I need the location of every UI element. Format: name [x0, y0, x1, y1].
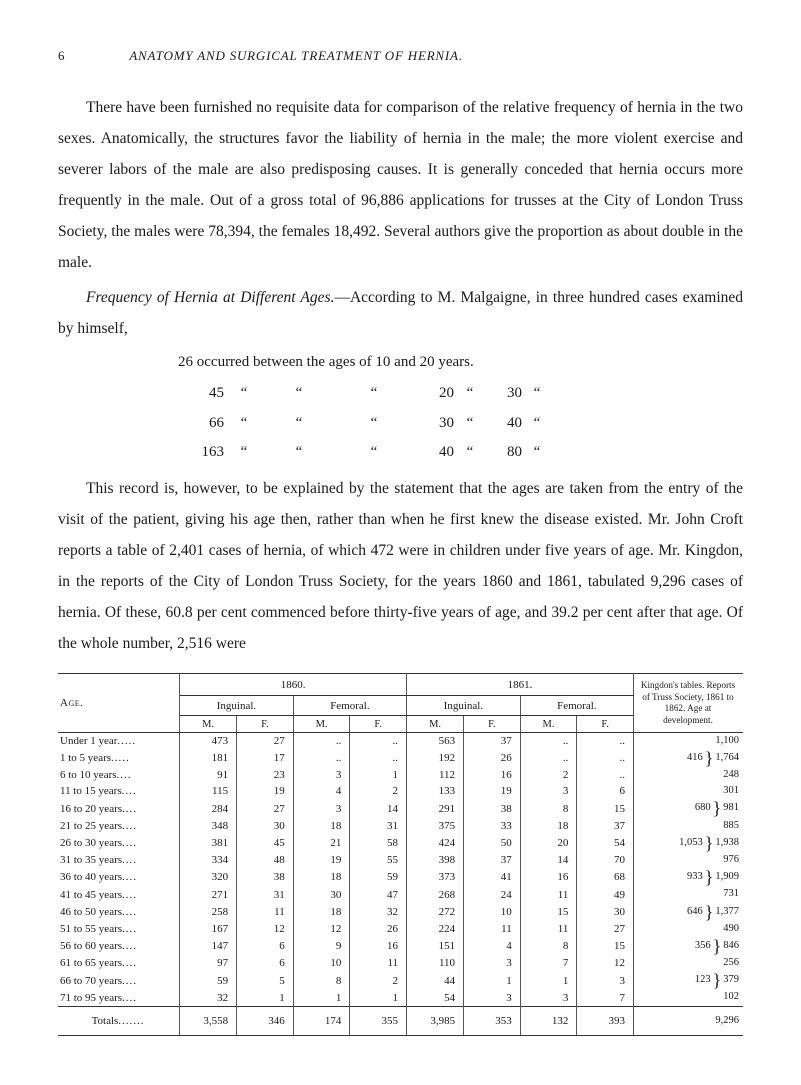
col-m: M.: [520, 716, 577, 733]
table-row: 21 to 25 years....348301831375331837885: [58, 818, 743, 834]
paragraph-1: There have been furnished no requisite d…: [58, 92, 743, 278]
hernia-age-table: Age. 1860. 1861. Kingdon's tables. Repor…: [58, 673, 743, 1036]
col-1861-inguinal: Inguinal.: [407, 696, 521, 716]
table-row: 31 to 35 years....334481955398371470976: [58, 852, 743, 868]
col-age: Age.: [58, 674, 180, 733]
col-f: F.: [577, 716, 634, 733]
col-m: M.: [293, 716, 350, 733]
table-row: Under 1 year.....47327....56337....1,100: [58, 733, 743, 750]
totals-c0: 3,558: [180, 1006, 237, 1035]
totals-label: Totals.......: [58, 1006, 180, 1035]
col-1860-femoral: Femoral.: [293, 696, 406, 716]
occurrence-row: 66“““30“40“: [178, 409, 743, 438]
col-f: F.: [350, 716, 407, 733]
col-f: F.: [237, 716, 294, 733]
occurrence-row: 163“““40“80“: [178, 438, 743, 467]
totals-c1: 346: [237, 1006, 294, 1035]
totals-c5: 353: [464, 1006, 521, 1035]
table-row: 61 to 65 years....97610111103712256: [58, 955, 743, 971]
table-row: 46 to 50 years....258111832272101530646}…: [58, 903, 743, 921]
totals-c6: 132: [520, 1006, 577, 1035]
table-row: 11 to 15 years....11519421331936301: [58, 783, 743, 799]
table-row: 1 to 5 years.....18117....19226....416}1…: [58, 749, 743, 767]
table-row: 6 to 10 years....912331112162..248: [58, 767, 743, 783]
table-row: 66 to 70 years....5958244113123}379: [58, 971, 743, 989]
col-1861: 1861.: [407, 674, 634, 696]
col-m: M.: [407, 716, 464, 733]
page-header: 6 ANATOMY AND SURGICAL TREATMENT OF HERN…: [58, 48, 743, 64]
totals-k: 9,296: [633, 1006, 743, 1035]
col-1861-femoral: Femoral.: [520, 696, 633, 716]
col-1860: 1860.: [180, 674, 407, 696]
page-number: 6: [58, 48, 65, 64]
occurrence-row: 45“““20“30“: [178, 379, 743, 408]
totals-c7: 393: [577, 1006, 634, 1035]
table-row: 16 to 20 years....2842731429138815680}98…: [58, 799, 743, 817]
col-f: F.: [464, 716, 521, 733]
table-row: 36 to 40 years....320381859373411668933}…: [58, 868, 743, 886]
table-row: 56 to 60 years....14769161514815356}846: [58, 937, 743, 955]
totals-c4: 3,985: [407, 1006, 464, 1035]
running-title: ANATOMY AND SURGICAL TREATMENT OF HERNIA…: [129, 48, 463, 64]
col-m: M.: [180, 716, 237, 733]
occurrence-intro: 26 occurred between the ages of 10 and 2…: [178, 348, 743, 377]
paragraph-3: This record is, however, to be explained…: [58, 473, 743, 659]
occurrence-block: 26 occurred between the ages of 10 and 2…: [178, 348, 743, 467]
p2-lead: Frequency of Hernia at Different Ages.: [86, 289, 334, 306]
table-row: 51 to 55 years....167121226224111127490: [58, 921, 743, 937]
table-row: 41 to 45 years....271313047268241149731: [58, 887, 743, 903]
totals-c3: 355: [350, 1006, 407, 1035]
paragraph-2: Frequency of Hernia at Different Ages.—A…: [58, 282, 743, 344]
col-kingdon: Kingdon's tables. Reports of Truss Socie…: [633, 674, 743, 733]
col-1860-inguinal: Inguinal.: [180, 696, 294, 716]
totals-c2: 174: [293, 1006, 350, 1035]
table-row: 26 to 30 years....3814521584245020541,05…: [58, 834, 743, 852]
table-row: 71 to 95 years....3211154337102: [58, 990, 743, 1007]
